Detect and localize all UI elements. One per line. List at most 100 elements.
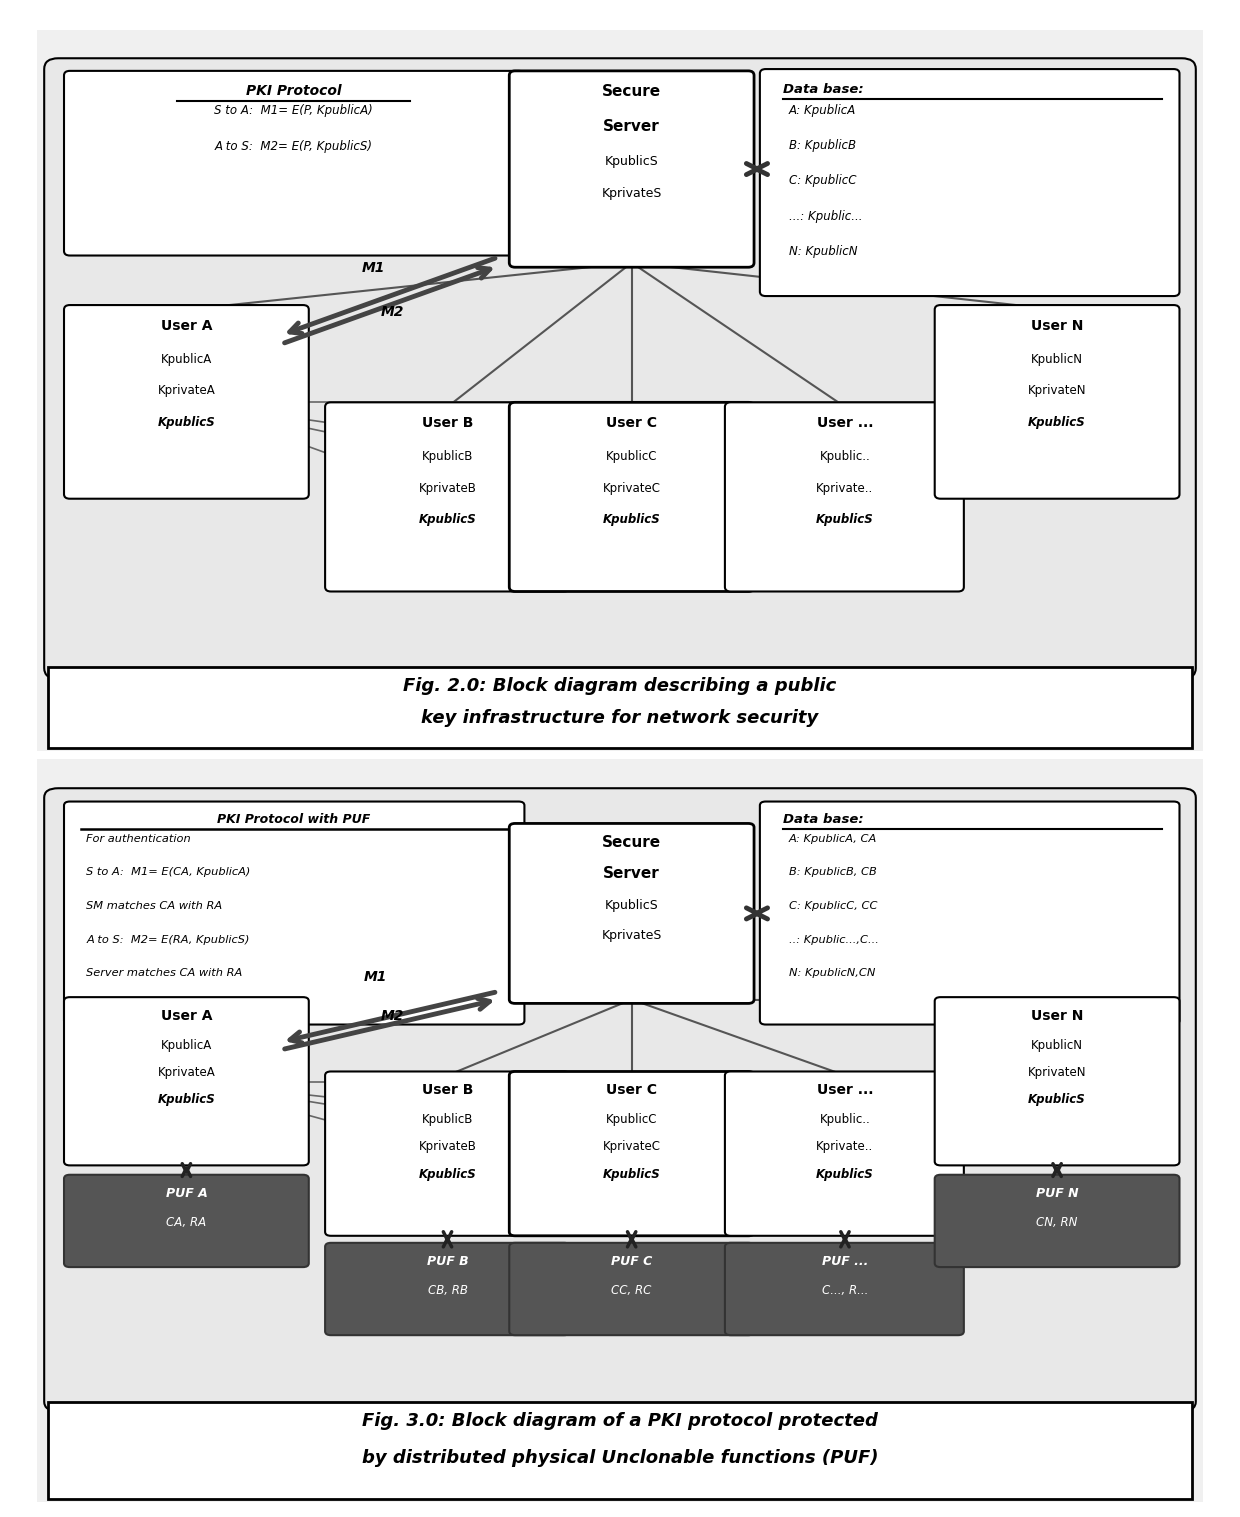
Text: KprivateA: KprivateA: [157, 384, 216, 397]
Text: M1: M1: [361, 261, 384, 276]
Text: M2: M2: [381, 305, 404, 319]
Text: User B: User B: [422, 416, 474, 429]
Text: Kprivate..: Kprivate..: [816, 481, 874, 495]
Text: PUF N: PUF N: [1035, 1186, 1079, 1200]
Text: KpublicB: KpublicB: [422, 1113, 474, 1126]
Text: User A: User A: [161, 319, 212, 332]
Text: For authentication: For authentication: [86, 834, 191, 843]
Text: KprivateB: KprivateB: [419, 1141, 476, 1153]
Text: KpublicN: KpublicN: [1032, 353, 1083, 366]
Text: KprivateS: KprivateS: [601, 187, 662, 200]
FancyBboxPatch shape: [325, 1071, 570, 1236]
Text: KprivateN: KprivateN: [1028, 1066, 1086, 1079]
Text: C..., R...: C..., R...: [822, 1285, 868, 1297]
Text: key infrastructure for network security: key infrastructure for network security: [422, 710, 818, 728]
Text: CN, RN: CN, RN: [1037, 1217, 1078, 1229]
Text: KpublicA: KpublicA: [161, 1039, 212, 1051]
FancyBboxPatch shape: [510, 824, 754, 1003]
Text: PUF ...: PUF ...: [822, 1255, 868, 1268]
Text: N: KpublicN,CN: N: KpublicN,CN: [789, 968, 875, 978]
Text: KpublicS: KpublicS: [1028, 1094, 1086, 1106]
Text: A: KpublicA: A: KpublicA: [789, 105, 857, 117]
FancyBboxPatch shape: [26, 23, 1214, 760]
FancyBboxPatch shape: [64, 801, 525, 1024]
Text: S to A:  M1= E(CA, KpublicA): S to A: M1= E(CA, KpublicA): [86, 868, 250, 877]
FancyBboxPatch shape: [325, 1242, 570, 1335]
FancyBboxPatch shape: [510, 71, 754, 267]
FancyBboxPatch shape: [510, 1242, 754, 1335]
Text: KprivateS: KprivateS: [601, 928, 662, 942]
Text: KprivateN: KprivateN: [1028, 384, 1086, 397]
Text: KprivateC: KprivateC: [603, 481, 661, 495]
FancyBboxPatch shape: [760, 70, 1179, 296]
Text: C: KpublicC, CC: C: KpublicC, CC: [789, 901, 878, 910]
Text: KpublicS: KpublicS: [419, 1168, 476, 1180]
Text: KpublicB: KpublicB: [422, 451, 474, 463]
FancyBboxPatch shape: [325, 402, 570, 592]
Text: Server matches CA with RA: Server matches CA with RA: [86, 968, 242, 978]
Text: Server: Server: [604, 866, 660, 881]
Text: ..: Kpublic...,C...: ..: Kpublic...,C...: [789, 934, 879, 945]
Text: Kprivate..: Kprivate..: [816, 1141, 874, 1153]
Text: S to A:  M1= E(P, KpublicA): S to A: M1= E(P, KpublicA): [215, 105, 373, 117]
FancyBboxPatch shape: [64, 305, 309, 499]
Text: N: KpublicN: N: KpublicN: [789, 244, 858, 258]
Text: KpublicS: KpublicS: [603, 513, 661, 526]
Text: Data base:: Data base:: [784, 813, 864, 827]
Text: KpublicS: KpublicS: [1028, 416, 1086, 429]
Text: User N: User N: [1030, 1009, 1084, 1022]
Text: KpublicA: KpublicA: [161, 353, 212, 366]
FancyBboxPatch shape: [64, 997, 309, 1165]
Text: PUF C: PUF C: [611, 1255, 652, 1268]
Text: KpublicC: KpublicC: [606, 1113, 657, 1126]
FancyBboxPatch shape: [510, 1071, 754, 1236]
Text: A: KpublicA, CA: A: KpublicA, CA: [789, 834, 877, 843]
Text: PKI Protocol: PKI Protocol: [246, 85, 341, 99]
FancyBboxPatch shape: [935, 997, 1179, 1165]
Text: PUF A: PUF A: [165, 1186, 207, 1200]
Text: KpublicN: KpublicN: [1032, 1039, 1083, 1051]
Text: M2: M2: [381, 1009, 404, 1022]
FancyBboxPatch shape: [725, 1071, 963, 1236]
Text: KpublicS: KpublicS: [157, 1094, 216, 1106]
Text: KpublicS: KpublicS: [605, 900, 658, 912]
Text: KprivateA: KprivateA: [157, 1066, 216, 1079]
FancyBboxPatch shape: [935, 1174, 1179, 1267]
Text: by distributed physical Unclonable functions (PUF): by distributed physical Unclonable funct…: [362, 1449, 878, 1467]
Text: Data base:: Data base:: [784, 82, 864, 96]
Text: SM matches CA with RA: SM matches CA with RA: [86, 901, 222, 910]
FancyBboxPatch shape: [510, 402, 754, 592]
FancyBboxPatch shape: [760, 801, 1179, 1024]
Text: KprivateB: KprivateB: [419, 481, 476, 495]
Text: C: KpublicC: C: KpublicC: [789, 174, 857, 188]
FancyBboxPatch shape: [935, 305, 1179, 499]
Text: KprivateC: KprivateC: [603, 1141, 661, 1153]
Text: KpublicC: KpublicC: [606, 451, 657, 463]
Text: User C: User C: [606, 416, 657, 429]
Text: Kpublic..: Kpublic..: [820, 1113, 870, 1126]
Text: KpublicS: KpublicS: [816, 1168, 874, 1180]
Text: KpublicS: KpublicS: [603, 1168, 661, 1180]
Text: KpublicS: KpublicS: [816, 513, 874, 526]
Text: KpublicS: KpublicS: [419, 513, 476, 526]
Text: Kpublic..: Kpublic..: [820, 451, 870, 463]
FancyBboxPatch shape: [26, 754, 1214, 1509]
Text: A to S:  M2= E(RA, KpublicS): A to S: M2= E(RA, KpublicS): [86, 934, 249, 945]
Text: User ...: User ...: [817, 416, 873, 429]
Text: User B: User B: [422, 1083, 474, 1097]
Text: CA, RA: CA, RA: [166, 1217, 206, 1229]
FancyBboxPatch shape: [45, 58, 1195, 680]
Text: M1: M1: [363, 969, 387, 985]
Text: PUF B: PUF B: [427, 1255, 469, 1268]
Text: B: KpublicB: B: KpublicB: [789, 140, 856, 152]
FancyBboxPatch shape: [64, 71, 525, 255]
Text: Secure: Secure: [603, 85, 661, 100]
FancyBboxPatch shape: [725, 402, 963, 592]
FancyBboxPatch shape: [47, 1402, 1193, 1499]
Text: CB, RB: CB, RB: [428, 1285, 467, 1297]
Text: B: KpublicB, CB: B: KpublicB, CB: [789, 868, 877, 877]
FancyBboxPatch shape: [64, 1174, 309, 1267]
FancyBboxPatch shape: [725, 1242, 963, 1335]
Text: ...: Kpublic...: ...: Kpublic...: [789, 209, 863, 223]
Text: A to S:  M2= E(P, KpublicS): A to S: M2= E(P, KpublicS): [215, 140, 373, 153]
